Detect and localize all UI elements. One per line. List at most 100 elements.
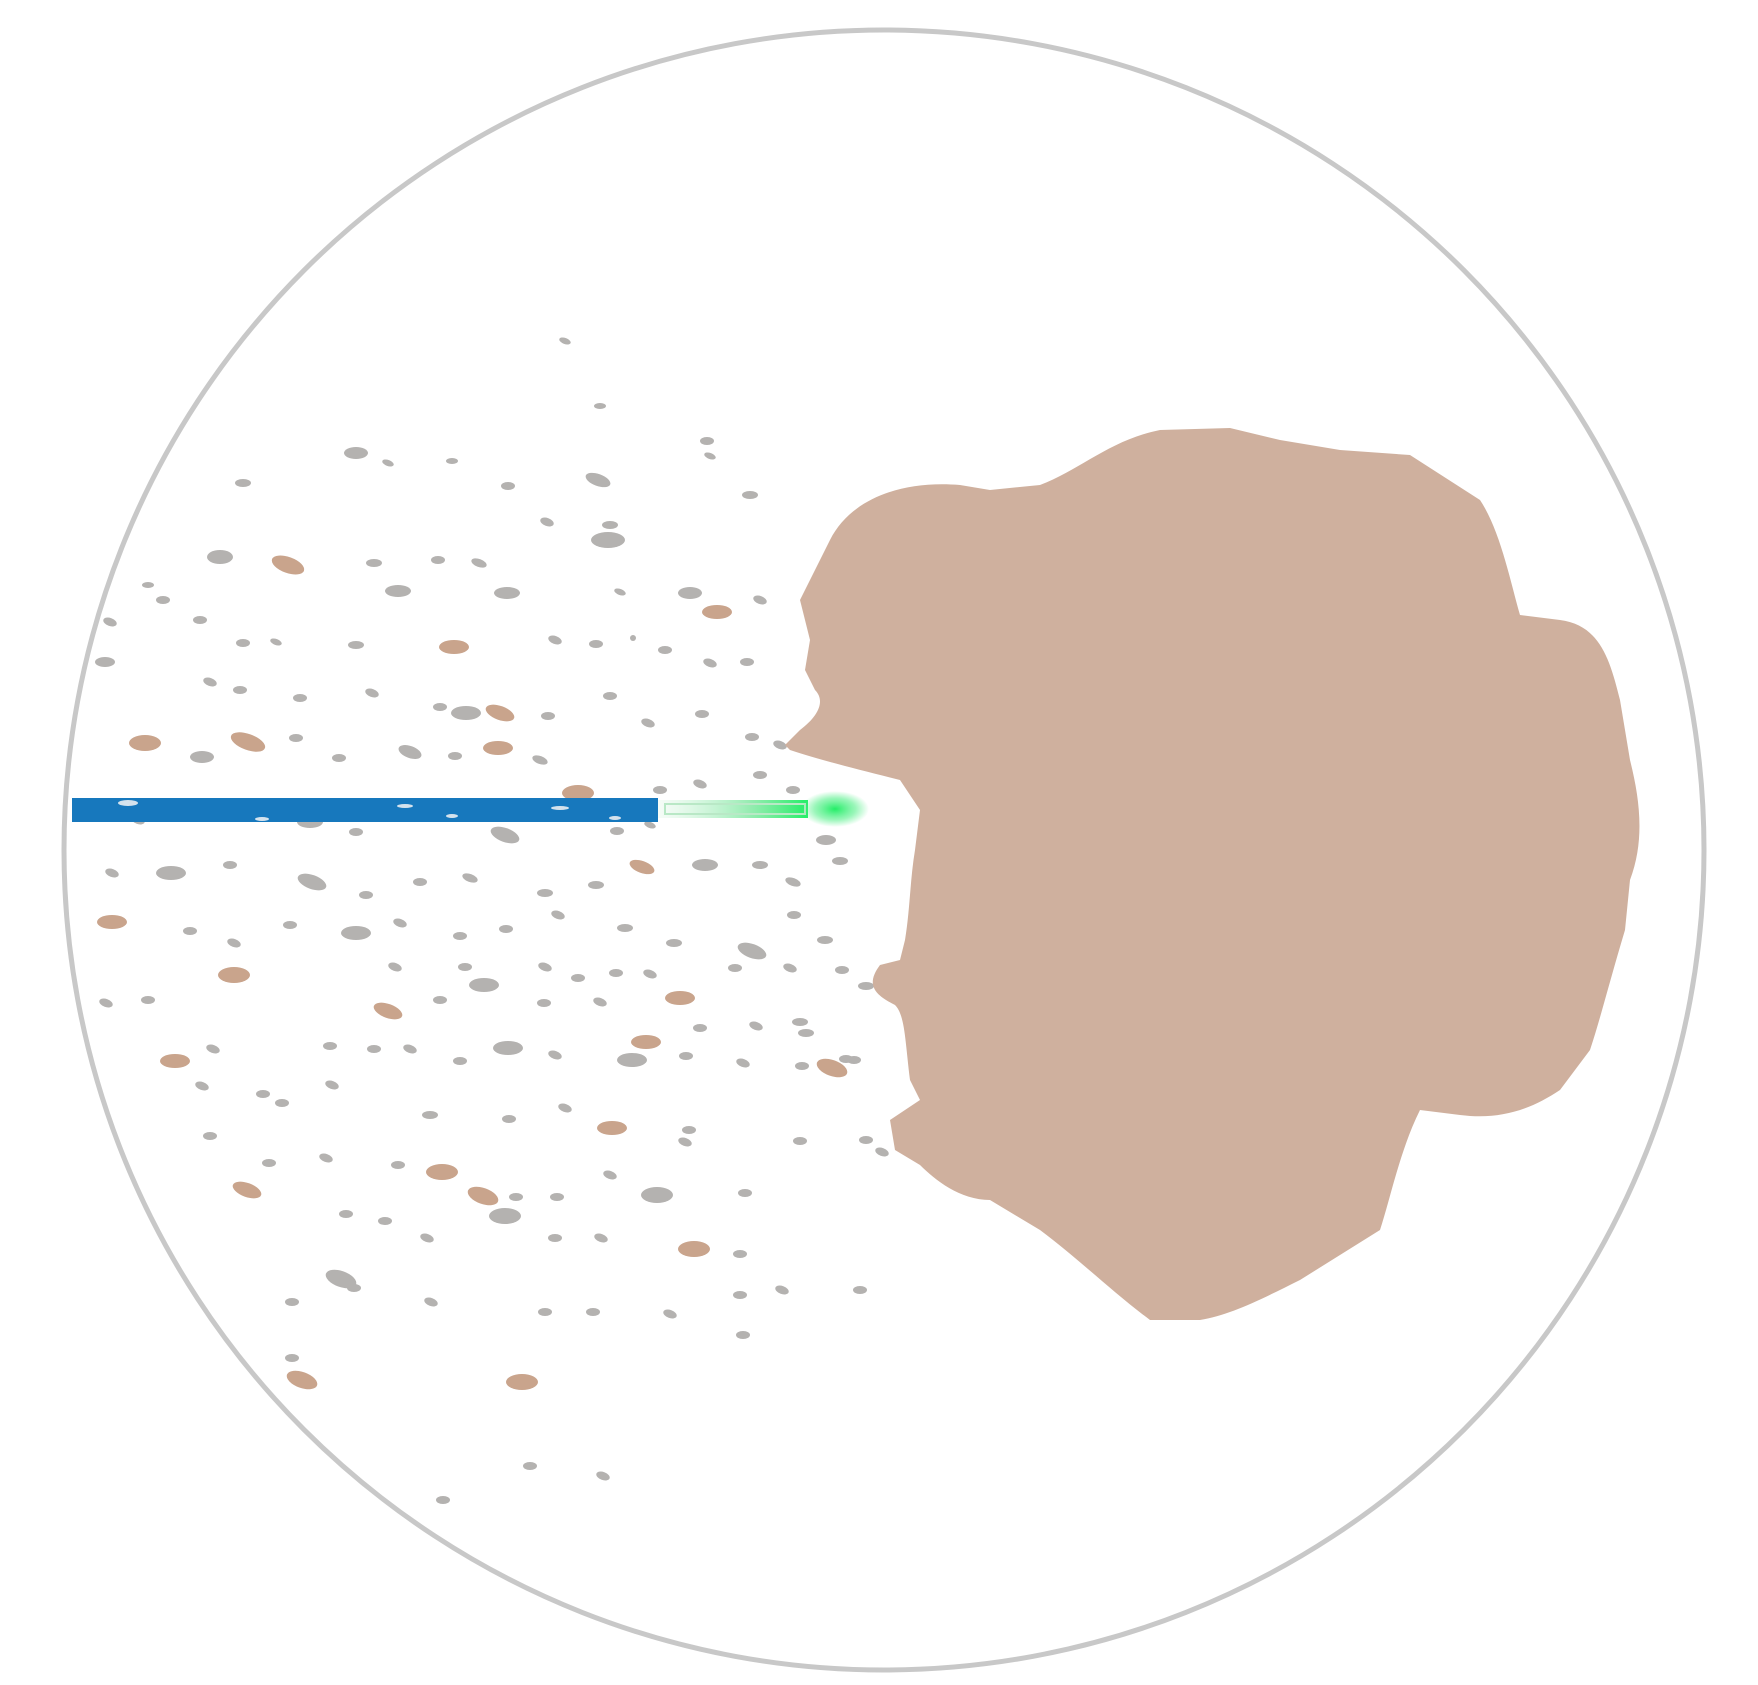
particle (436, 1496, 450, 1504)
particle (733, 1291, 747, 1299)
particle (433, 703, 447, 711)
particle (641, 1187, 673, 1203)
particle (431, 556, 445, 564)
particle (617, 1053, 647, 1067)
particle (798, 1029, 814, 1037)
particle (489, 1208, 521, 1224)
particle (285, 1354, 299, 1362)
particle (695, 710, 709, 718)
particle (332, 754, 346, 762)
particle (603, 1170, 617, 1180)
particle (156, 596, 170, 604)
particle (692, 859, 718, 871)
particle (289, 734, 303, 742)
particle (203, 1132, 217, 1140)
particle (446, 458, 458, 464)
particle (232, 1181, 262, 1199)
particle (403, 1044, 417, 1054)
particle (359, 891, 373, 899)
particle (367, 1045, 381, 1053)
particle (665, 991, 695, 1005)
particle (501, 482, 515, 490)
particle (703, 658, 717, 668)
particle (256, 1090, 270, 1098)
particle (203, 677, 217, 687)
particle (439, 640, 469, 654)
particle (548, 1050, 562, 1060)
particle (792, 1018, 808, 1026)
particle (733, 1250, 747, 1258)
particle (502, 1115, 516, 1123)
particle (614, 588, 626, 596)
particle (509, 1193, 523, 1201)
particle (752, 861, 768, 869)
particle (693, 1024, 707, 1032)
probe-specks (118, 800, 621, 821)
particle (99, 998, 113, 1008)
particle (630, 635, 636, 641)
particle (373, 1002, 403, 1020)
particle (195, 1081, 209, 1091)
particle (541, 712, 555, 720)
viewfield-circle (61, 27, 1707, 1673)
particle (391, 1161, 405, 1169)
particle (286, 1370, 318, 1390)
particle-field (95, 337, 889, 1504)
particle (738, 1189, 752, 1197)
particle (325, 1269, 357, 1289)
particle (453, 932, 467, 940)
particle (682, 1126, 696, 1134)
particle (740, 658, 754, 666)
particle (467, 1186, 499, 1206)
particle (593, 997, 607, 1007)
particle (653, 786, 667, 794)
particle (736, 1331, 750, 1339)
particle (490, 826, 520, 844)
particle (422, 1111, 438, 1119)
particle (233, 686, 247, 694)
particle (506, 1374, 538, 1390)
particle (643, 969, 657, 979)
particle (285, 1298, 299, 1306)
particle (700, 437, 714, 445)
particle (388, 962, 402, 972)
particle (704, 452, 716, 460)
particle (548, 1234, 562, 1242)
particle (596, 1471, 610, 1481)
particle (270, 638, 282, 646)
particle (594, 1233, 608, 1243)
particle (559, 337, 571, 345)
particle (793, 1137, 807, 1145)
particle (366, 559, 382, 567)
particle (678, 1241, 710, 1257)
particle (227, 938, 241, 948)
particle (678, 587, 702, 599)
particle (658, 646, 672, 654)
particle (230, 732, 266, 752)
particle (293, 694, 307, 702)
beam (658, 800, 808, 818)
particle (728, 964, 742, 972)
particle (745, 733, 759, 741)
particle (679, 1052, 693, 1060)
particle (537, 889, 553, 897)
particle (271, 555, 305, 575)
particle (816, 1058, 848, 1078)
particle (493, 1041, 523, 1055)
particle (585, 472, 611, 488)
particle (603, 692, 617, 700)
particle (223, 861, 237, 869)
particle (617, 924, 633, 932)
particle (562, 785, 594, 801)
particle (385, 585, 411, 597)
beam-glow (801, 791, 869, 827)
particle (485, 704, 515, 722)
particle (105, 868, 119, 878)
particle (589, 640, 603, 648)
particle (348, 641, 364, 649)
particle (538, 1308, 552, 1316)
particle (471, 558, 487, 568)
particle (787, 911, 801, 919)
particle (297, 873, 327, 891)
particle (523, 1462, 537, 1470)
